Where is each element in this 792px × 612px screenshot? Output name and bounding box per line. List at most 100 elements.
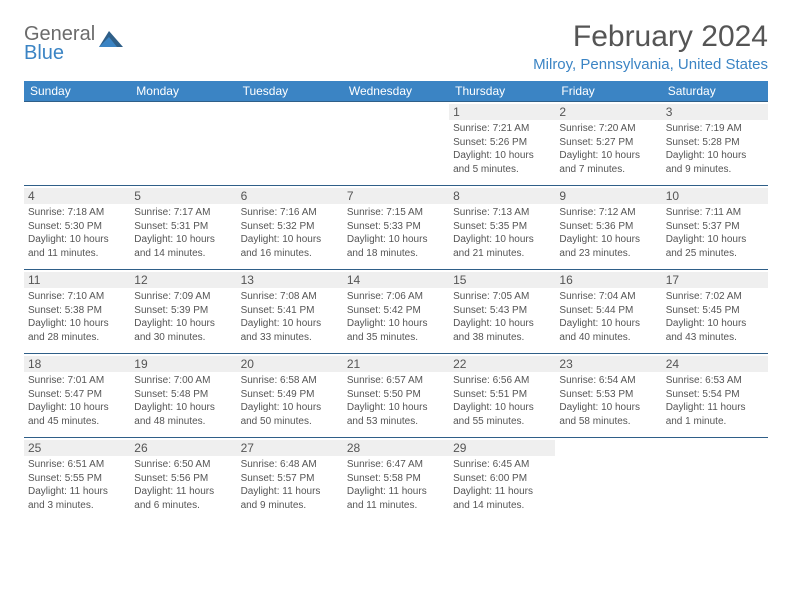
day-cell: 26Sunrise: 6:50 AMSunset: 5:56 PMDayligh… <box>130 438 236 522</box>
day-details: Sunrise: 7:13 AMSunset: 5:35 PMDaylight:… <box>453 206 551 260</box>
detail-sr: Sunrise: 6:57 AM <box>347 374 445 388</box>
detail-d2: and 28 minutes. <box>28 331 126 345</box>
day-cell: 25 Sunrise: 6:51 AMSunset: 5:55 PMDayligh… <box>24 438 130 522</box>
detail-ss: Sunset: 5:58 PM <box>347 472 445 486</box>
day-cell: 23Sunrise: 6:54 AMSunset: 5:53 PMDayligh… <box>555 354 661 438</box>
detail-sr: Sunrise: 6:47 AM <box>347 458 445 472</box>
day-details: Sunrise: 6:45 AMSunset: 6:00 PMDaylight:… <box>453 458 551 512</box>
detail-d1: Daylight: 11 hours <box>241 485 339 499</box>
detail-ss: Sunset: 5:35 PM <box>453 220 551 234</box>
location-label: Milroy, Pennsylvania, United States <box>533 56 768 73</box>
detail-d1: Daylight: 10 hours <box>666 317 764 331</box>
day-number: 28 <box>343 440 449 456</box>
detail-sr: Sunrise: 7:20 AM <box>559 122 657 136</box>
detail-sr: Sunrise: 6:45 AM <box>453 458 551 472</box>
day-details: Sunrise: 6:57 AMSunset: 5:50 PMDaylight:… <box>347 374 445 428</box>
detail-sr: Sunrise: 7:11 AM <box>666 206 764 220</box>
day-cell: 1Sunrise: 7:21 AMSunset: 5:26 PMDaylight… <box>449 102 555 186</box>
day-details: Sunrise: 7:18 AMSunset: 5:30 PMDaylight:… <box>28 206 126 260</box>
detail-ss: Sunset: 5:54 PM <box>666 388 764 402</box>
day-details: Sunrise: 7:05 AMSunset: 5:43 PMDaylight:… <box>453 290 551 344</box>
day-header-row: Sunday Monday Tuesday Wednesday Thursday… <box>24 81 768 102</box>
detail-d2: and 33 minutes. <box>241 331 339 345</box>
detail-sr: Sunrise: 7:13 AM <box>453 206 551 220</box>
day-details: Sunrise: 6:51 AMSunset: 5:55 PMDaylight:… <box>28 458 126 512</box>
detail-ss: Sunset: 5:39 PM <box>134 304 232 318</box>
day-cell <box>130 102 236 186</box>
detail-sr: Sunrise: 7:16 AM <box>241 206 339 220</box>
detail-d2: and 50 minutes. <box>241 415 339 429</box>
detail-ss: Sunset: 5:53 PM <box>559 388 657 402</box>
detail-ss: Sunset: 5:36 PM <box>559 220 657 234</box>
col-monday: Monday <box>130 81 236 102</box>
day-details: Sunrise: 6:54 AMSunset: 5:53 PMDaylight:… <box>559 374 657 428</box>
detail-sr: Sunrise: 6:50 AM <box>134 458 232 472</box>
day-details: Sunrise: 7:08 AMSunset: 5:41 PMDaylight:… <box>241 290 339 344</box>
day-cell: 16Sunrise: 7:04 AMSunset: 5:44 PMDayligh… <box>555 270 661 354</box>
day-number: 27 <box>237 440 343 456</box>
day-cell <box>237 102 343 186</box>
detail-d2: and 25 minutes. <box>666 247 764 261</box>
detail-ss: Sunset: 5:42 PM <box>347 304 445 318</box>
day-details: Sunrise: 7:19 AMSunset: 5:28 PMDaylight:… <box>666 122 764 176</box>
detail-ss: Sunset: 5:32 PM <box>241 220 339 234</box>
detail-d2: and 21 minutes. <box>453 247 551 261</box>
detail-d1: Daylight: 10 hours <box>453 233 551 247</box>
detail-d2: and 48 minutes. <box>134 415 232 429</box>
day-cell: 3Sunrise: 7:19 AMSunset: 5:28 PMDaylight… <box>662 102 768 186</box>
day-number: 25 <box>24 440 130 456</box>
day-cell <box>343 102 449 186</box>
day-details: Sunrise: 6:50 AMSunset: 5:56 PMDaylight:… <box>134 458 232 512</box>
detail-ss: Sunset: 5:47 PM <box>28 388 126 402</box>
detail-d1: Daylight: 10 hours <box>453 401 551 415</box>
day-cell: 19Sunrise: 7:00 AMSunset: 5:48 PMDayligh… <box>130 354 236 438</box>
detail-sr: Sunrise: 7:05 AM <box>453 290 551 304</box>
detail-sr: Sunrise: 6:54 AM <box>559 374 657 388</box>
detail-d1: Daylight: 10 hours <box>347 233 445 247</box>
day-number: 4 <box>24 188 130 204</box>
day-cell: 20Sunrise: 6:58 AMSunset: 5:49 PMDayligh… <box>237 354 343 438</box>
detail-sr: Sunrise: 7:08 AM <box>241 290 339 304</box>
week-row: 18Sunrise: 7:01 AMSunset: 5:47 PMDayligh… <box>24 354 768 438</box>
week-row: 25 Sunrise: 6:51 AMSunset: 5:55 PMDayligh… <box>24 438 768 522</box>
detail-sr: Sunrise: 7:09 AM <box>134 290 232 304</box>
day-details: Sunrise: 6:48 AMSunset: 5:57 PMDaylight:… <box>241 458 339 512</box>
detail-d2: and 45 minutes. <box>28 415 126 429</box>
detail-d1: Daylight: 10 hours <box>559 233 657 247</box>
detail-sr: Sunrise: 7:21 AM <box>453 122 551 136</box>
col-thursday: Thursday <box>449 81 555 102</box>
day-details: Sunrise: 7:04 AMSunset: 5:44 PMDaylight:… <box>559 290 657 344</box>
detail-ss: Sunset: 5:51 PM <box>453 388 551 402</box>
calendar-table: Sunday Monday Tuesday Wednesday Thursday… <box>24 81 768 522</box>
detail-ss: Sunset: 5:27 PM <box>559 136 657 150</box>
detail-sr: Sunrise: 7:00 AM <box>134 374 232 388</box>
day-details: Sunrise: 7:00 AMSunset: 5:48 PMDaylight:… <box>134 374 232 428</box>
day-details: Sunrise: 7:06 AMSunset: 5:42 PMDaylight:… <box>347 290 445 344</box>
detail-d2: and 9 minutes. <box>241 499 339 513</box>
day-details: Sunrise: 7:11 AMSunset: 5:37 PMDaylight:… <box>666 206 764 260</box>
detail-sr: Sunrise: 7:19 AM <box>666 122 764 136</box>
day-number: 8 <box>449 188 555 204</box>
day-cell: 28Sunrise: 6:47 AMSunset: 5:58 PMDayligh… <box>343 438 449 522</box>
day-number: 20 <box>237 356 343 372</box>
detail-d1: Daylight: 10 hours <box>453 317 551 331</box>
detail-sr: Sunrise: 7:06 AM <box>347 290 445 304</box>
detail-d1: Daylight: 10 hours <box>666 233 764 247</box>
logo-text-blue: Blue <box>24 43 95 63</box>
day-cell: 13Sunrise: 7:08 AMSunset: 5:41 PMDayligh… <box>237 270 343 354</box>
day-details: Sunrise: 7:02 AMSunset: 5:45 PMDaylight:… <box>666 290 764 344</box>
logo-triangle-icon <box>99 31 123 56</box>
detail-sr: Sunrise: 7:17 AM <box>134 206 232 220</box>
detail-d1: Daylight: 10 hours <box>28 317 126 331</box>
day-cell: 15Sunrise: 7:05 AMSunset: 5:43 PMDayligh… <box>449 270 555 354</box>
detail-sr: Sunrise: 7:01 AM <box>28 374 126 388</box>
detail-d1: Daylight: 10 hours <box>559 317 657 331</box>
detail-ss: Sunset: 5:56 PM <box>134 472 232 486</box>
day-cell: 22Sunrise: 6:56 AMSunset: 5:51 PMDayligh… <box>449 354 555 438</box>
day-details: Sunrise: 7:16 AMSunset: 5:32 PMDaylight:… <box>241 206 339 260</box>
detail-d1: Daylight: 11 hours <box>666 401 764 415</box>
detail-ss: Sunset: 5:49 PM <box>241 388 339 402</box>
detail-sr: Sunrise: 6:58 AM <box>241 374 339 388</box>
day-cell <box>555 438 661 522</box>
header: General Blue February 2024 Milroy, Penns… <box>24 20 768 73</box>
